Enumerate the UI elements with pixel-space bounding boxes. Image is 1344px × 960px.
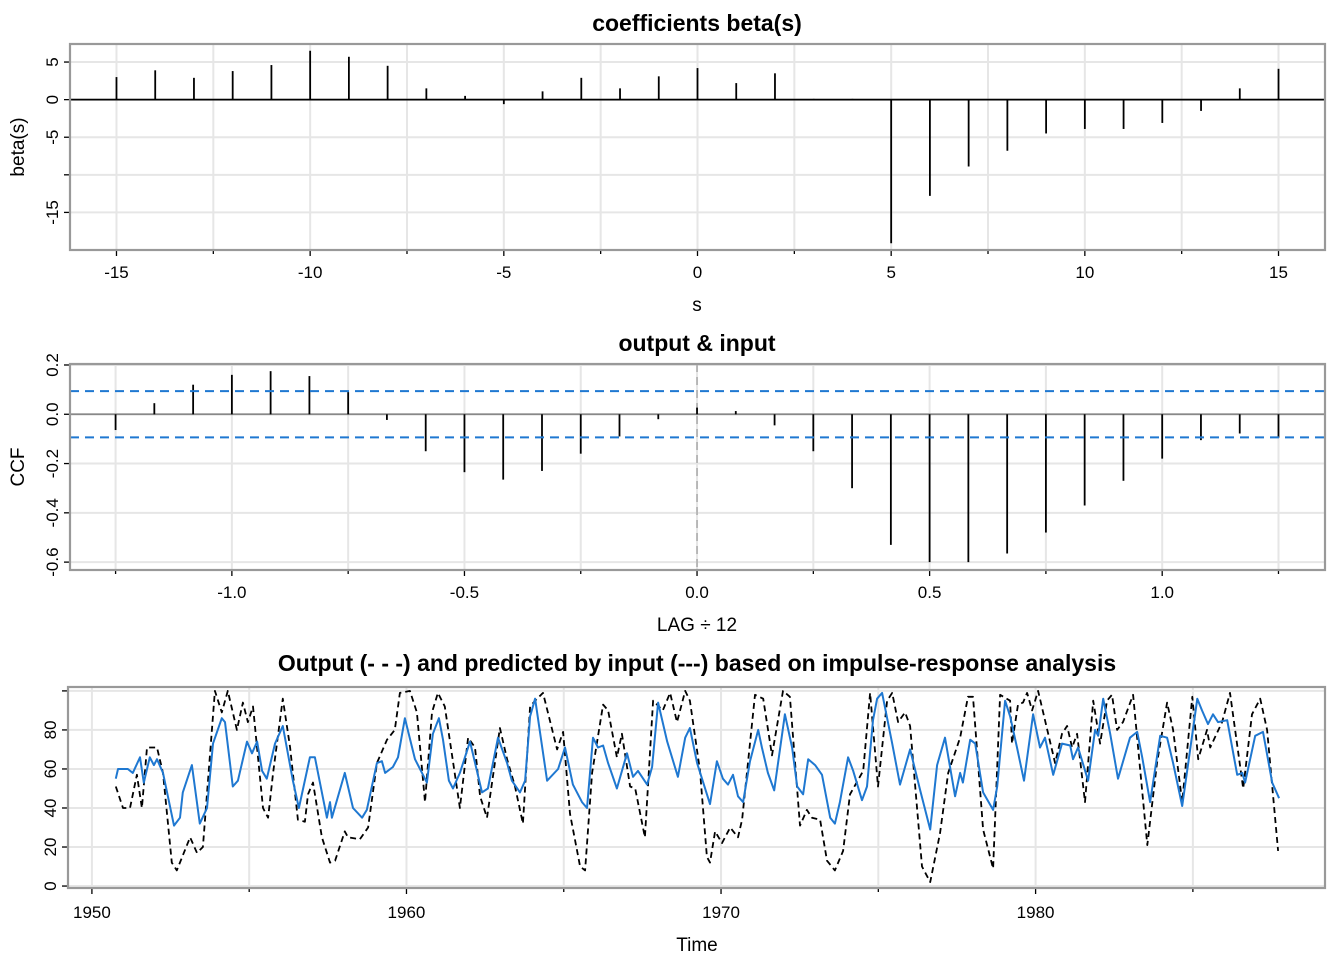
plot-border (68, 362, 1327, 572)
x-tick-label: 0 (693, 263, 702, 282)
chart-title: coefficients beta(s) (592, 10, 802, 36)
x-axis-label: LAG ÷ 12 (657, 615, 737, 636)
x-tick-label: 0.0 (685, 583, 709, 602)
y-tick-label: 40 (41, 799, 60, 818)
y-tick-label: -15 (43, 200, 62, 225)
x-tick-label: -15 (104, 263, 129, 282)
y-tick-label: -5 (43, 130, 62, 145)
x-tick-label: 5 (886, 263, 895, 282)
x-tick-label: -0.5 (450, 583, 479, 602)
x-tick-label: 0.5 (918, 583, 942, 602)
y-tick-label: 0.2 (43, 353, 62, 377)
plot-border (66, 685, 1327, 890)
predicted-series-line (114, 691, 1281, 831)
chart-title: output & input (618, 330, 775, 356)
gridlines (68, 687, 1325, 888)
x-axis-label: Time (676, 935, 718, 956)
y-tick-label: -0.6 (43, 547, 62, 576)
panel-output-prediction: Output (- - -) and predicted by input (-… (41, 650, 1327, 956)
y-tick-label: 0 (43, 95, 62, 104)
y-tick-label: 80 (41, 720, 60, 739)
x-tick-label: 15 (1269, 263, 1288, 282)
y-tick-label: 5 (43, 57, 62, 66)
y-tick-label: 0 (41, 881, 60, 890)
y-axis-label: CCF (8, 447, 29, 486)
panel-beta-coefficients: coefficients beta(s) s beta(s) 5 0 -5 -15 -1… (8, 10, 1327, 316)
y-tick-label: 60 (41, 760, 60, 779)
x-tick-label: -1.0 (217, 583, 246, 602)
x-tick-label: 10 (1075, 263, 1094, 282)
x-axis-label: s (692, 295, 702, 316)
y-axis-label: beta(s) (8, 117, 29, 176)
panel-ccf: output & input LAG ÷ 12 CCF 0.2 0.0 -0.2 -0… (8, 330, 1327, 636)
chart-title: Output (- - -) and predicted by input (-… (278, 650, 1116, 676)
x-tick-label: -10 (298, 263, 323, 282)
output-series-line (114, 690, 1279, 883)
y-tick-label: 0.0 (43, 402, 62, 426)
y-tick-label: 20 (41, 838, 60, 857)
x-tick-label: -5 (496, 263, 511, 282)
y-tick-label: -0.4 (43, 498, 62, 527)
x-tick-label: 1.0 (1150, 583, 1174, 602)
x-tick-label: 1960 (388, 903, 426, 922)
y-tick-label: -0.2 (43, 449, 62, 478)
x-tick-label: 1970 (702, 903, 740, 922)
x-tick-label: 1980 (1017, 903, 1055, 922)
plot-border (68, 42, 1327, 252)
x-tick-label: 1950 (73, 903, 111, 922)
